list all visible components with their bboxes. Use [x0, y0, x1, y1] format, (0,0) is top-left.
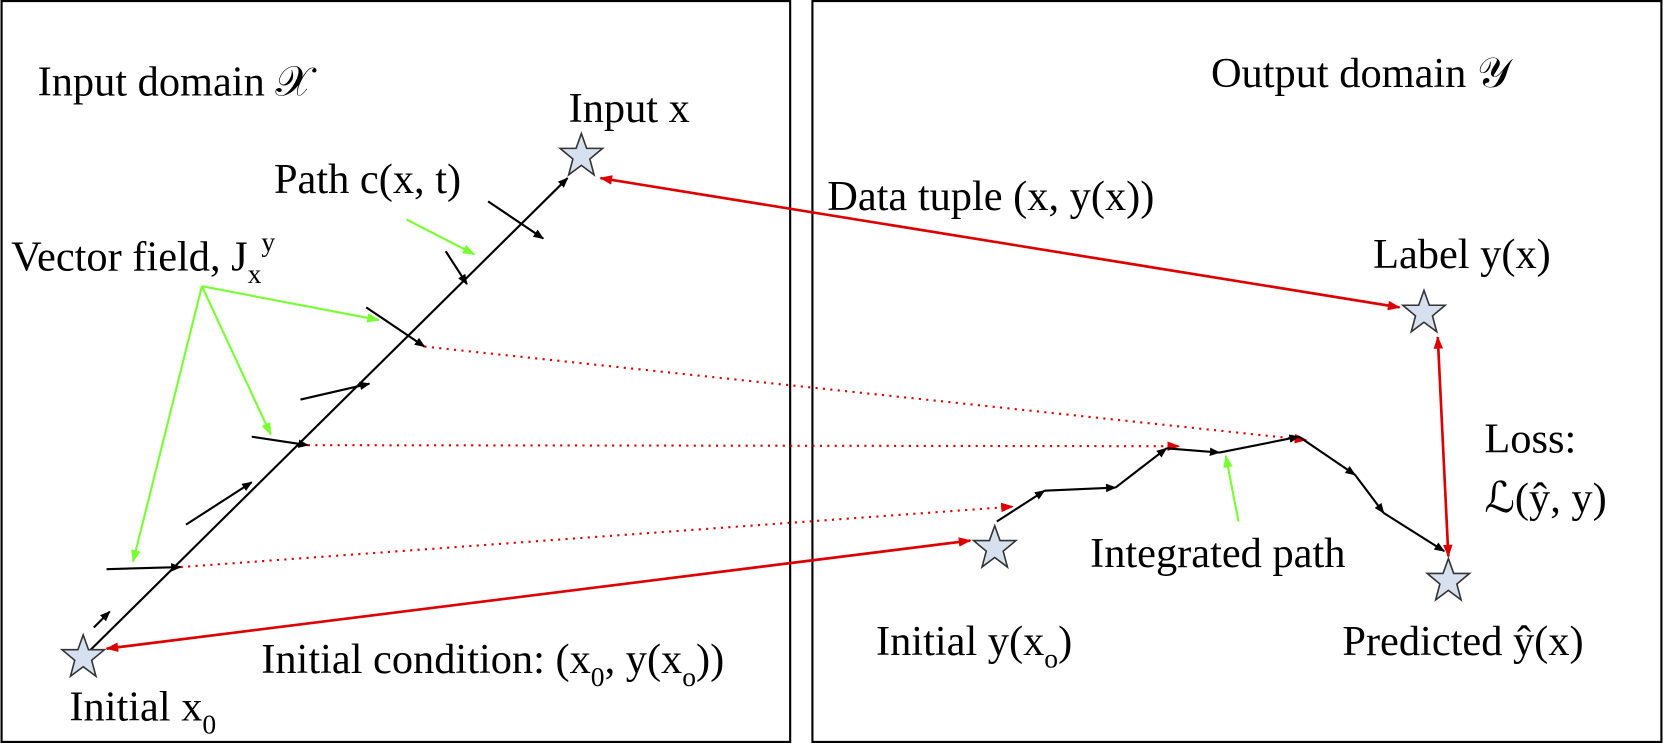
predicted: Predicted ŷ(x) [1342, 618, 1583, 665]
vector-field: Vector field, Jxy [11, 226, 275, 289]
stars [59, 131, 1472, 679]
input-panel [0, 0, 792, 743]
loss-fn: ℒ(ŷ, y) [1484, 475, 1606, 522]
input-domain: Input domain 𝒳 [38, 58, 317, 105]
loss: Loss: [1484, 416, 1576, 463]
data-tuple: Data tuple (x, y(x)) [827, 173, 1154, 220]
input-x: Input x [569, 85, 690, 132]
integrated-path [996, 434, 1446, 553]
initial-y: Initial y(xo) [876, 618, 1072, 674]
integrated-path-label: Integrated path [1090, 530, 1345, 577]
label-y: Label y(x) [1373, 231, 1551, 278]
initial-x: Initial x0 [69, 684, 216, 740]
initial-condition: Initial condition: (x0, y(xo)) [261, 636, 724, 692]
output-domain: Output domain 𝒴 [1211, 50, 1513, 97]
path-label: Path c(x, t) [274, 156, 461, 203]
output-panel [811, 0, 1663, 743]
mappings [105, 175, 1453, 652]
pointers [131, 218, 1240, 563]
